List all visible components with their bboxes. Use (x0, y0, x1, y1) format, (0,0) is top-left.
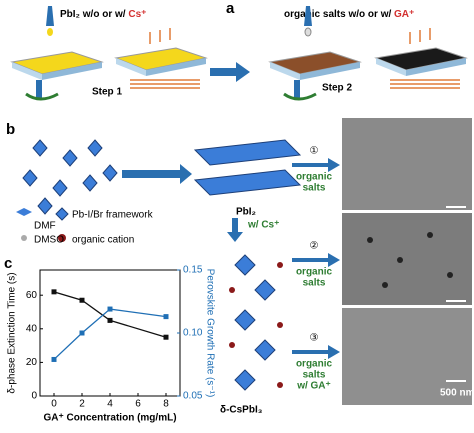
arrow (292, 253, 340, 267)
legend-label: DMF (34, 221, 56, 232)
y2-tick-label: 0.15 (183, 265, 203, 276)
substrate-side (42, 62, 102, 80)
film-side (376, 58, 406, 76)
route-label: salts (303, 370, 326, 381)
film-side (406, 58, 466, 76)
routes: ①organicsalts②organicsalts③organicsaltsw… (292, 146, 340, 392)
plot-frame (39, 269, 181, 397)
film-side (146, 58, 206, 76)
step-label: Step 2 (322, 83, 352, 94)
pinholes (367, 232, 453, 288)
pbi2-lattice (193, 139, 302, 196)
substrate-side (12, 62, 42, 80)
y2-tick-label: 0.05 (183, 391, 203, 402)
heater (390, 79, 460, 89)
y2-tick-label: 0.10 (183, 328, 203, 339)
point (107, 317, 113, 323)
film-side (300, 62, 360, 80)
legend-icon (58, 234, 66, 242)
series-line (53, 291, 167, 338)
sem-image (342, 308, 472, 405)
caption: organic salts w/o or w/ (284, 9, 394, 20)
legend-icon (21, 235, 27, 241)
route-label: salts (303, 278, 326, 289)
route-number: ① (310, 146, 319, 157)
x-tick-label: 0 (51, 399, 57, 410)
spin-arrow (283, 92, 317, 101)
solution-octahedra (22, 139, 118, 215)
route-number: ③ (310, 333, 319, 344)
legend-label: Pb-I/Br framework (72, 210, 154, 221)
arrow (227, 218, 243, 242)
cations (229, 262, 283, 388)
x-axis-label: GA⁺ Concentration (mg/mL) (43, 413, 176, 424)
y2-axis-label: Perovskite Growth Rate (s⁻¹) (204, 269, 215, 398)
heater (130, 79, 200, 89)
series-line (53, 308, 167, 360)
x-tick-label: 4 (107, 399, 113, 410)
pipette (304, 6, 312, 26)
panel-label: a (226, 0, 235, 17)
legend-label: DMSO (34, 235, 64, 246)
route-label: w/ GA⁺ (296, 381, 331, 392)
legend-icon (55, 207, 69, 221)
y-tick-label: 60 (26, 290, 38, 301)
point (163, 334, 169, 340)
x-tick-label: 8 (163, 399, 169, 410)
y-axis-label: δ-phase Extinction Time (s) (7, 272, 18, 393)
step2-caption: organic salts w/o or w/ GA⁺ (284, 9, 414, 20)
route-label: organic (296, 359, 333, 370)
spin-axis (294, 80, 300, 98)
panel-label: c (4, 255, 12, 272)
y-tick-label: 20 (26, 357, 38, 368)
y-tick-label: 40 (26, 323, 38, 334)
sem-image (342, 213, 472, 305)
heat-arrows (149, 28, 171, 44)
point (51, 289, 57, 295)
point (163, 314, 169, 320)
ion: Cs⁺ (128, 9, 146, 20)
label: w/ Cs⁺ (247, 220, 279, 231)
film-side (270, 62, 300, 80)
point (79, 330, 85, 336)
label: δ-CsPbI₃ (220, 405, 263, 416)
scale-label: 500 nm (440, 388, 474, 399)
point (79, 297, 85, 303)
step1-caption: PbI₂ w/o or w/ Cs⁺ (60, 9, 146, 20)
arrow (210, 62, 250, 82)
panel-label: b (6, 121, 15, 138)
step-illustrations (10, 6, 468, 101)
route-label: salts (303, 183, 326, 194)
sem-image (342, 118, 472, 210)
label: PbI₂ (236, 207, 256, 218)
step-label: Step 1 (92, 87, 122, 98)
sem-images (342, 118, 472, 405)
y-tick-label: 0 (31, 391, 37, 402)
drop (304, 27, 312, 37)
ion: GA⁺ (394, 9, 414, 20)
arrow (122, 164, 192, 184)
point (107, 306, 113, 312)
legend-label: organic cation (72, 235, 134, 246)
legend-icon (16, 208, 32, 216)
arrow (292, 345, 340, 359)
spin-axis (36, 80, 42, 98)
heat-arrows (409, 28, 431, 44)
route-label: organic (296, 172, 333, 183)
route-label: organic (296, 267, 333, 278)
film-side (116, 58, 146, 76)
pipette (46, 6, 54, 26)
route-number: ② (310, 241, 319, 252)
x-tick-label: 2 (79, 399, 85, 410)
drop (47, 28, 53, 36)
x-tick-label: 6 (135, 399, 141, 410)
delta-phase (234, 254, 276, 391)
scale-bars (446, 206, 466, 382)
caption: PbI₂ w/o or w/ (60, 9, 128, 20)
spin-arrow (25, 92, 59, 101)
point (51, 356, 57, 362)
chart: 0 2 4 6 8 0 20 40 60 0.05 0.10 0.15 GA⁺ Concentratio… (7, 265, 216, 424)
arrow (292, 158, 340, 172)
